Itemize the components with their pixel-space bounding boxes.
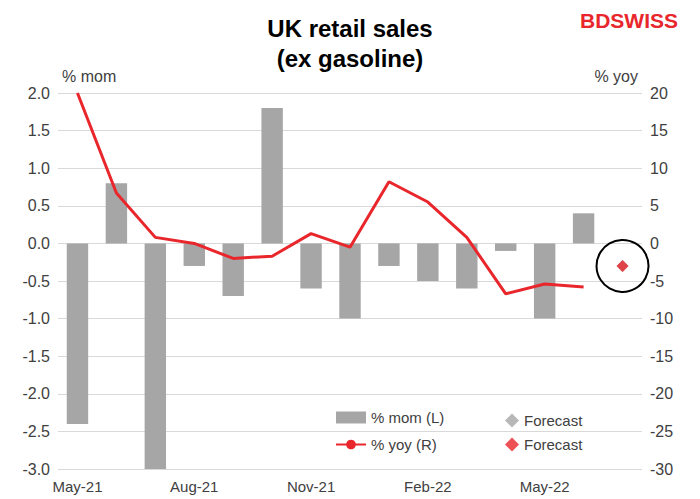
svg-text:Nov-21: Nov-21 [287, 478, 335, 495]
svg-text:0: 0 [650, 235, 659, 252]
svg-text:Forecast: Forecast [524, 412, 583, 429]
svg-text:Forecast: Forecast [524, 436, 583, 453]
svg-text:0.0: 0.0 [28, 235, 50, 252]
svg-text:% mom (L): % mom (L) [371, 409, 444, 426]
svg-text:% mom: % mom [62, 68, 116, 85]
svg-text:-10: -10 [650, 310, 673, 327]
svg-text:5: 5 [650, 197, 659, 214]
svg-text:-1.0: -1.0 [22, 310, 50, 327]
svg-text:UK retail sales: UK retail sales [267, 15, 432, 42]
svg-text:-15: -15 [650, 348, 673, 365]
svg-text:-2.5: -2.5 [22, 423, 50, 440]
svg-text:-1.5: -1.5 [22, 348, 50, 365]
svg-text:2.0: 2.0 [28, 85, 50, 102]
svg-text:-5: -5 [650, 273, 664, 290]
svg-text:-20: -20 [650, 385, 673, 402]
svg-text:(ex gasoline): (ex gasoline) [277, 45, 424, 72]
svg-text:Aug-21: Aug-21 [170, 478, 218, 495]
svg-text:20: 20 [650, 85, 668, 102]
svg-text:-0.5: -0.5 [22, 273, 50, 290]
svg-text:May-22: May-22 [520, 478, 570, 495]
svg-text:-25: -25 [650, 423, 673, 440]
svg-text:Feb-22: Feb-22 [404, 478, 452, 495]
svg-text:% yoy (R): % yoy (R) [371, 436, 437, 453]
svg-text:15: 15 [650, 122, 668, 139]
svg-text:1.0: 1.0 [28, 160, 50, 177]
svg-text:May-21: May-21 [52, 478, 102, 495]
svg-text:-2.0: -2.0 [22, 385, 50, 402]
svg-text:% yoy: % yoy [594, 68, 638, 85]
svg-text:-30: -30 [650, 461, 673, 478]
svg-text:0.5: 0.5 [28, 197, 50, 214]
svg-text:1.5: 1.5 [28, 122, 50, 139]
svg-text:BDSWISS: BDSWISS [580, 9, 678, 32]
svg-text:-3.0: -3.0 [22, 461, 50, 478]
svg-text:10: 10 [650, 160, 668, 177]
